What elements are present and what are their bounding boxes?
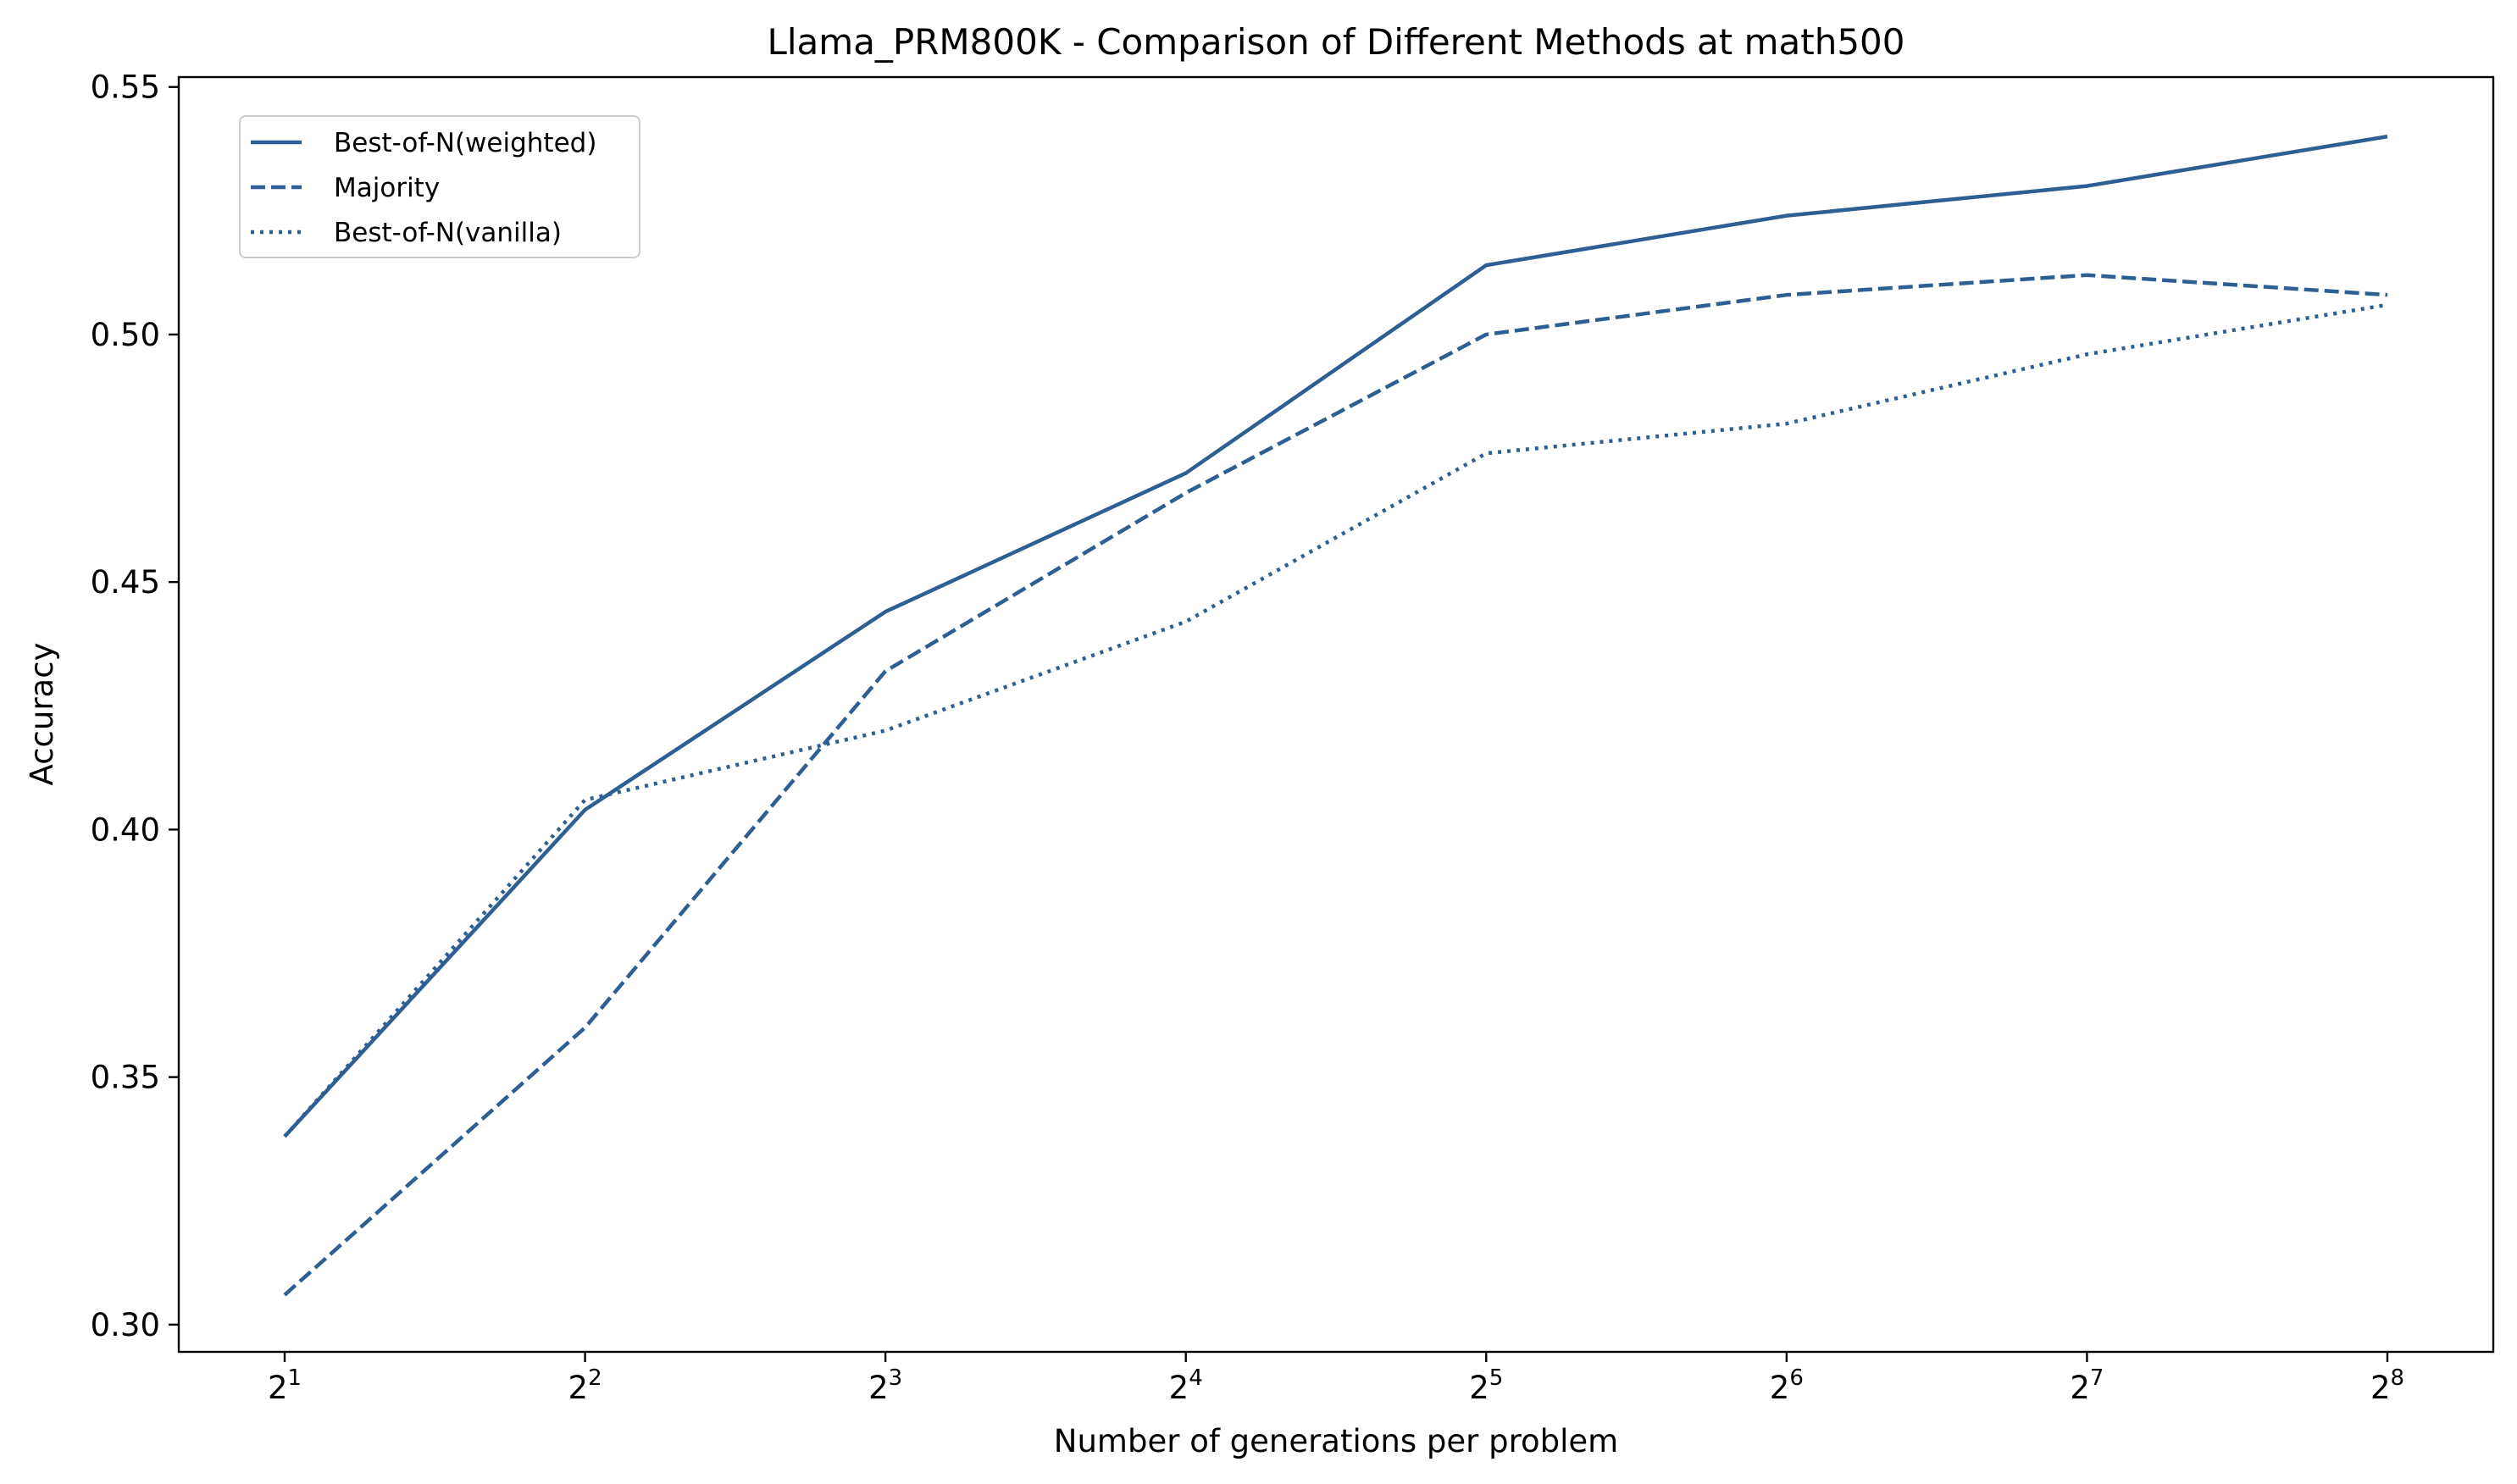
series-line: [283, 302, 2388, 1138]
x-tick-label: 28: [2370, 1365, 2404, 1406]
legend-label: Majority: [334, 173, 440, 203]
legend: Best-of-N(weighted) Majority Best-of-N(van…: [239, 115, 640, 258]
y-tick-label: 0.40: [91, 811, 160, 848]
y-axis: 0.30 0.35 0.40 0.45 0.50 0.55: [91, 69, 179, 1343]
series-line: [283, 273, 2388, 1297]
x-axis-label: Number of generations per problem: [1054, 1423, 1618, 1459]
y-tick-label: 0.45: [91, 564, 160, 601]
y-tick-label: 0.30: [91, 1307, 160, 1343]
x-tick-label: 21: [268, 1365, 302, 1406]
legend-label: Best-of-N(weighted): [334, 128, 596, 158]
series-lines: [283, 134, 2388, 1297]
chart-title: Llama_PRM800K - Comparison of Different …: [767, 21, 1904, 63]
x-tick-label: 23: [868, 1365, 902, 1406]
y-tick-label: 0.50: [91, 317, 160, 353]
plot-area-frame: [177, 75, 2495, 1354]
x-axis: 21 22 23 24 25 26 27 28: [268, 1352, 2404, 1406]
x-tick-label: 24: [1169, 1365, 1203, 1406]
legend-box: [239, 115, 640, 258]
series-line: [283, 134, 2388, 1138]
x-tick-label: 26: [1770, 1365, 1804, 1406]
y-tick-label: 0.55: [91, 69, 160, 106]
y-tick-label: 0.35: [91, 1060, 160, 1096]
y-axis-label: Accuracy: [24, 643, 60, 786]
legend-label: Best-of-N(vanilla): [334, 218, 562, 248]
x-tick-label: 25: [1469, 1365, 1503, 1406]
x-tick-label: 22: [568, 1365, 602, 1406]
x-tick-label: 27: [2070, 1365, 2104, 1406]
